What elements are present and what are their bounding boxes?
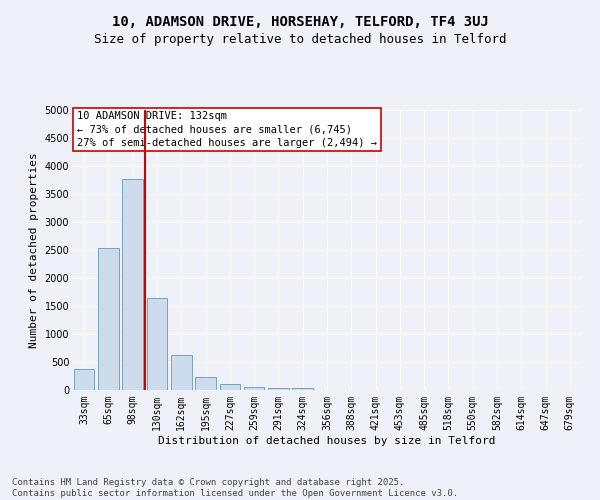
Bar (74, 368, 94, 390)
Text: 10 ADAMSON DRIVE: 132sqm
← 73% of detached houses are smaller (6,745)
27% of sem: 10 ADAMSON DRIVE: 132sqm ← 73% of detach… (77, 112, 377, 148)
Bar (244, 386, 265, 390)
Bar (146, 298, 167, 390)
Text: Size of property relative to detached houses in Telford: Size of property relative to detached ho… (94, 32, 506, 46)
Text: 10, ADAMSON DRIVE, HORSEHAY, TELFORD, TF4 3UJ: 10, ADAMSON DRIVE, HORSEHAY, TELFORD, TF… (112, 15, 488, 29)
Bar (98, 248, 119, 390)
Bar (171, 356, 191, 390)
Text: Contains HM Land Registry data © Crown copyright and database right 2025.
Contai: Contains HM Land Registry data © Crown c… (12, 478, 458, 498)
Bar (220, 384, 240, 390)
Y-axis label: Number of detached properties: Number of detached properties (29, 152, 39, 348)
Bar (122, 180, 143, 390)
Bar (292, 388, 313, 390)
Bar (268, 388, 289, 390)
Bar (195, 377, 216, 390)
X-axis label: Distribution of detached houses by size in Telford: Distribution of detached houses by size … (158, 436, 496, 446)
